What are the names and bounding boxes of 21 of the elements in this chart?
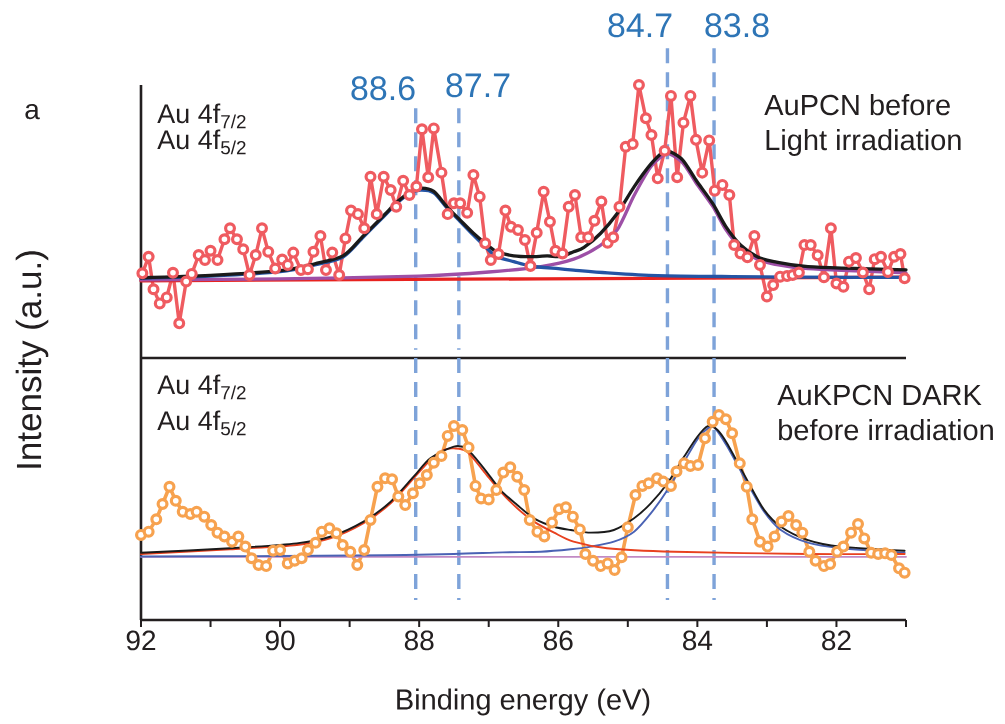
x-tick-label: 90: [265, 630, 295, 651]
x-axis-title: Binding energy (eV): [397, 688, 650, 716]
annotation: 88.6: [351, 76, 415, 101]
text: a: [25, 103, 40, 120]
y-axis-title: Intensity (a.u.): [15, 251, 49, 468]
annotation: Au 4f$_{5/2}$: [157, 410, 246, 436]
x-tick-label: 84: [683, 630, 713, 651]
annotation: Au 4f$_{5/2}$: [157, 129, 246, 155]
text: Au 4f$_{7/2}$: [157, 374, 246, 400]
text: 83.8: [705, 13, 769, 38]
x-tick-label: 82: [822, 630, 851, 651]
x-tick-label: 86: [543, 630, 573, 651]
annotation: Au 4f$_{7/2}$: [157, 103, 246, 129]
annotation: 87.7: [446, 73, 510, 98]
x-tick-label: 92: [126, 630, 156, 651]
x-tick-label: 88: [404, 630, 434, 651]
annotation: before irradiation: [779, 418, 993, 441]
annotation: AuPCN before: [764, 93, 950, 116]
text: 84.7: [608, 13, 672, 38]
text: AuKPCN DARK: [777, 384, 982, 406]
annotation: Light irradiation: [766, 128, 961, 157]
